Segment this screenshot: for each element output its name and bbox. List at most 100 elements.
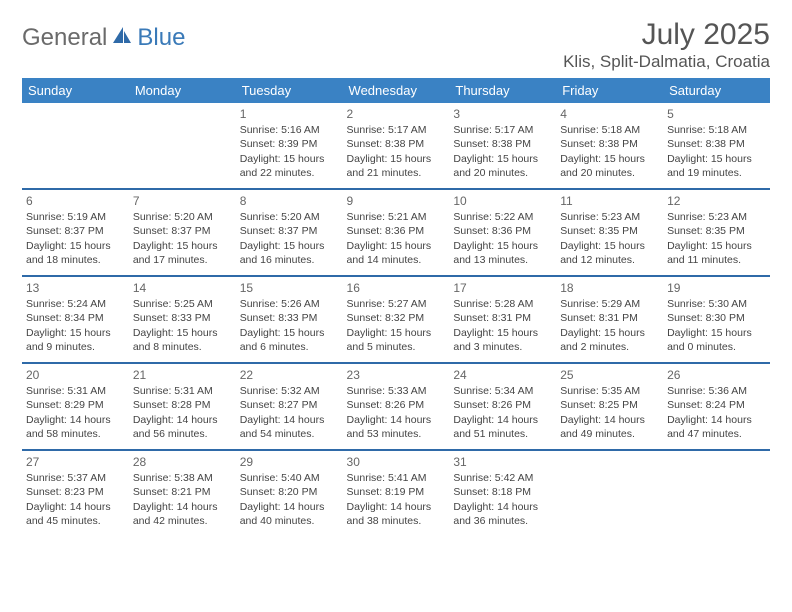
day-number: 31 bbox=[453, 454, 552, 470]
daylight-line: Daylight: 14 hours and 51 minutes. bbox=[453, 413, 552, 441]
sunset-line: Sunset: 8:31 PM bbox=[560, 311, 659, 325]
calendar-row: 1Sunrise: 5:16 AMSunset: 8:39 PMDaylight… bbox=[22, 103, 770, 189]
sunrise-line: Sunrise: 5:23 AM bbox=[667, 210, 766, 224]
sunset-line: Sunset: 8:25 PM bbox=[560, 398, 659, 412]
sunset-line: Sunset: 8:26 PM bbox=[453, 398, 552, 412]
day-number: 16 bbox=[347, 280, 446, 296]
sunset-line: Sunset: 8:34 PM bbox=[26, 311, 125, 325]
day-number: 12 bbox=[667, 193, 766, 209]
sunset-line: Sunset: 8:35 PM bbox=[560, 224, 659, 238]
calendar-cell: 11Sunrise: 5:23 AMSunset: 8:35 PMDayligh… bbox=[556, 190, 663, 276]
calendar-cell: 9Sunrise: 5:21 AMSunset: 8:36 PMDaylight… bbox=[343, 190, 450, 276]
sunset-line: Sunset: 8:32 PM bbox=[347, 311, 446, 325]
day-number: 18 bbox=[560, 280, 659, 296]
calendar-row: 6Sunrise: 5:19 AMSunset: 8:37 PMDaylight… bbox=[22, 190, 770, 276]
daylight-line: Daylight: 14 hours and 47 minutes. bbox=[667, 413, 766, 441]
sail-icon bbox=[111, 24, 133, 52]
sunrise-line: Sunrise: 5:42 AM bbox=[453, 471, 552, 485]
calendar-cell: 5Sunrise: 5:18 AMSunset: 8:38 PMDaylight… bbox=[663, 103, 770, 189]
day-number: 15 bbox=[240, 280, 339, 296]
day-number: 5 bbox=[667, 106, 766, 122]
calendar-cell: 25Sunrise: 5:35 AMSunset: 8:25 PMDayligh… bbox=[556, 364, 663, 450]
sunrise-line: Sunrise: 5:21 AM bbox=[347, 210, 446, 224]
daylight-line: Daylight: 15 hours and 13 minutes. bbox=[453, 239, 552, 267]
sunset-line: Sunset: 8:38 PM bbox=[347, 137, 446, 151]
weekday-header: Saturday bbox=[663, 78, 770, 103]
daylight-line: Daylight: 15 hours and 0 minutes. bbox=[667, 326, 766, 354]
day-number: 7 bbox=[133, 193, 232, 209]
day-number: 21 bbox=[133, 367, 232, 383]
day-number: 26 bbox=[667, 367, 766, 383]
sunset-line: Sunset: 8:37 PM bbox=[133, 224, 232, 238]
daylight-line: Daylight: 14 hours and 38 minutes. bbox=[347, 500, 446, 528]
calendar-cell: 27Sunrise: 5:37 AMSunset: 8:23 PMDayligh… bbox=[22, 451, 129, 537]
sunrise-line: Sunrise: 5:37 AM bbox=[26, 471, 125, 485]
sunrise-line: Sunrise: 5:34 AM bbox=[453, 384, 552, 398]
calendar-cell: 29Sunrise: 5:40 AMSunset: 8:20 PMDayligh… bbox=[236, 451, 343, 537]
daylight-line: Daylight: 15 hours and 2 minutes. bbox=[560, 326, 659, 354]
calendar-row: 13Sunrise: 5:24 AMSunset: 8:34 PMDayligh… bbox=[22, 277, 770, 363]
calendar-cell bbox=[129, 103, 236, 189]
daylight-line: Daylight: 15 hours and 16 minutes. bbox=[240, 239, 339, 267]
calendar-cell bbox=[663, 451, 770, 537]
sunset-line: Sunset: 8:24 PM bbox=[667, 398, 766, 412]
calendar-cell: 22Sunrise: 5:32 AMSunset: 8:27 PMDayligh… bbox=[236, 364, 343, 450]
daylight-line: Daylight: 15 hours and 20 minutes. bbox=[560, 152, 659, 180]
daylight-line: Daylight: 15 hours and 11 minutes. bbox=[667, 239, 766, 267]
sunrise-line: Sunrise: 5:38 AM bbox=[133, 471, 232, 485]
daylight-line: Daylight: 14 hours and 40 minutes. bbox=[240, 500, 339, 528]
sunset-line: Sunset: 8:38 PM bbox=[667, 137, 766, 151]
day-number: 27 bbox=[26, 454, 125, 470]
calendar-cell: 19Sunrise: 5:30 AMSunset: 8:30 PMDayligh… bbox=[663, 277, 770, 363]
sunrise-line: Sunrise: 5:26 AM bbox=[240, 297, 339, 311]
sunrise-line: Sunrise: 5:16 AM bbox=[240, 123, 339, 137]
calendar-cell: 6Sunrise: 5:19 AMSunset: 8:37 PMDaylight… bbox=[22, 190, 129, 276]
day-number: 22 bbox=[240, 367, 339, 383]
sunset-line: Sunset: 8:30 PM bbox=[667, 311, 766, 325]
sunrise-line: Sunrise: 5:17 AM bbox=[347, 123, 446, 137]
calendar-cell: 23Sunrise: 5:33 AMSunset: 8:26 PMDayligh… bbox=[343, 364, 450, 450]
calendar-cell: 7Sunrise: 5:20 AMSunset: 8:37 PMDaylight… bbox=[129, 190, 236, 276]
calendar-cell: 26Sunrise: 5:36 AMSunset: 8:24 PMDayligh… bbox=[663, 364, 770, 450]
calendar-cell: 2Sunrise: 5:17 AMSunset: 8:38 PMDaylight… bbox=[343, 103, 450, 189]
daylight-line: Daylight: 14 hours and 42 minutes. bbox=[133, 500, 232, 528]
daylight-line: Daylight: 15 hours and 12 minutes. bbox=[560, 239, 659, 267]
calendar-cell: 3Sunrise: 5:17 AMSunset: 8:38 PMDaylight… bbox=[449, 103, 556, 189]
sunset-line: Sunset: 8:38 PM bbox=[560, 137, 659, 151]
calendar-cell: 4Sunrise: 5:18 AMSunset: 8:38 PMDaylight… bbox=[556, 103, 663, 189]
calendar-cell: 15Sunrise: 5:26 AMSunset: 8:33 PMDayligh… bbox=[236, 277, 343, 363]
weekday-header: Tuesday bbox=[236, 78, 343, 103]
day-number: 29 bbox=[240, 454, 339, 470]
brand-logo: General Blue bbox=[22, 24, 185, 52]
sunset-line: Sunset: 8:28 PM bbox=[133, 398, 232, 412]
day-number: 4 bbox=[560, 106, 659, 122]
daylight-line: Daylight: 15 hours and 17 minutes. bbox=[133, 239, 232, 267]
daylight-line: Daylight: 15 hours and 14 minutes. bbox=[347, 239, 446, 267]
daylight-line: Daylight: 15 hours and 20 minutes. bbox=[453, 152, 552, 180]
day-number: 9 bbox=[347, 193, 446, 209]
calendar-cell bbox=[556, 451, 663, 537]
calendar-row: 27Sunrise: 5:37 AMSunset: 8:23 PM Dayligh… bbox=[22, 451, 770, 537]
day-number: 17 bbox=[453, 280, 552, 296]
sunrise-line: Sunrise: 5:40 AM bbox=[240, 471, 339, 485]
sunrise-line: Sunrise: 5:20 AM bbox=[240, 210, 339, 224]
day-number: 8 bbox=[240, 193, 339, 209]
sunrise-line: Sunrise: 5:31 AM bbox=[133, 384, 232, 398]
calendar-cell: 8Sunrise: 5:20 AMSunset: 8:37 PMDaylight… bbox=[236, 190, 343, 276]
sunset-line: Sunset: 8:39 PM bbox=[240, 137, 339, 151]
sunrise-line: Sunrise: 5:27 AM bbox=[347, 297, 446, 311]
sunrise-line: Sunrise: 5:24 AM bbox=[26, 297, 125, 311]
calendar-row: 20Sunrise: 5:31 AMSunset: 8:29 PMDayligh… bbox=[22, 364, 770, 450]
weekday-header: Friday bbox=[556, 78, 663, 103]
sunset-line: Sunset: 8:36 PM bbox=[347, 224, 446, 238]
sunset-line: Sunset: 8:23 PM bbox=[26, 485, 125, 499]
day-number: 6 bbox=[26, 193, 125, 209]
sunset-line: Sunset: 8:38 PM bbox=[453, 137, 552, 151]
calendar-cell: 12Sunrise: 5:23 AMSunset: 8:35 PMDayligh… bbox=[663, 190, 770, 276]
day-number: 2 bbox=[347, 106, 446, 122]
sunset-line: Sunset: 8:21 PM bbox=[133, 485, 232, 499]
sunset-line: Sunset: 8:18 PM bbox=[453, 485, 552, 499]
daylight-line: Daylight: 15 hours and 3 minutes. bbox=[453, 326, 552, 354]
daylight-line: Daylight: 14 hours and 54 minutes. bbox=[240, 413, 339, 441]
weekday-header: Wednesday bbox=[343, 78, 450, 103]
